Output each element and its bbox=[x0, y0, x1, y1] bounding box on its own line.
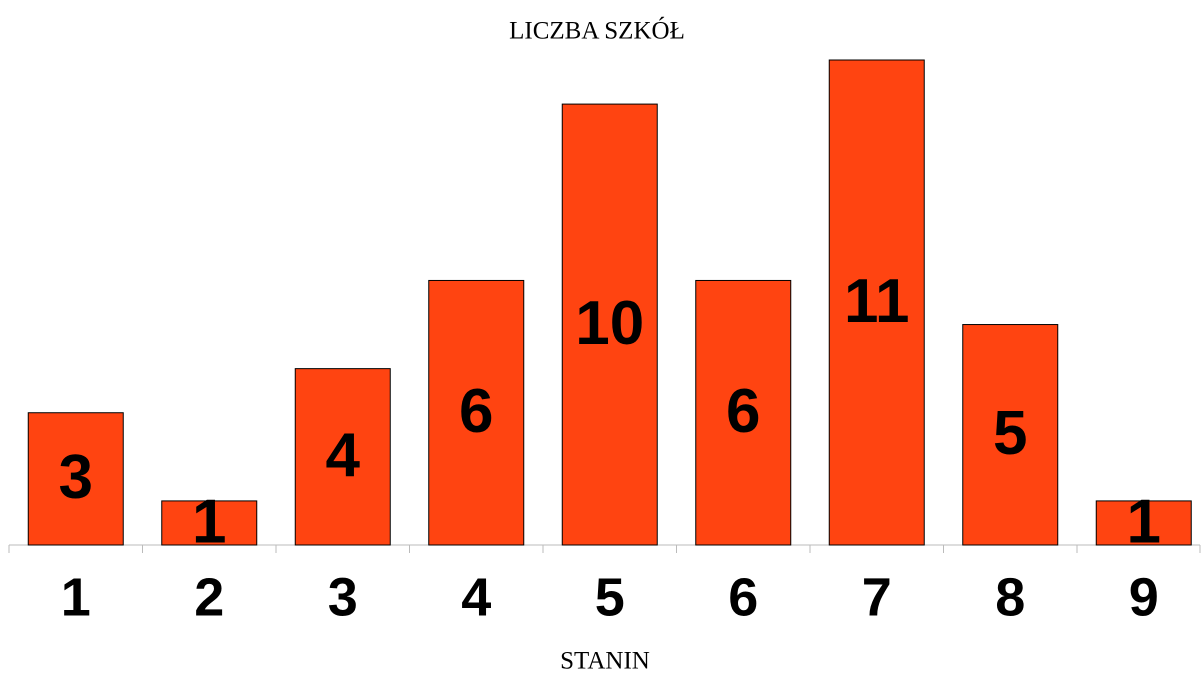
data-label: 5 bbox=[993, 399, 1027, 468]
x-tick-label: 9 bbox=[1129, 567, 1159, 627]
data-label: 1 bbox=[192, 487, 226, 556]
bar bbox=[161, 500, 258, 546]
data-label: 6 bbox=[459, 377, 493, 446]
bar bbox=[1095, 500, 1192, 546]
bar bbox=[962, 324, 1059, 546]
data-label: 1 bbox=[1127, 487, 1161, 556]
x-tick-label: 1 bbox=[61, 567, 91, 627]
bar bbox=[27, 412, 124, 546]
x-tick-label: 7 bbox=[862, 567, 892, 627]
x-axis-label: STANIN bbox=[560, 648, 650, 675]
data-label: 10 bbox=[575, 289, 644, 358]
x-tick-label: 4 bbox=[461, 567, 491, 627]
bar bbox=[294, 368, 391, 546]
x-tick-label: 5 bbox=[595, 567, 625, 627]
data-label: 4 bbox=[326, 421, 361, 490]
data-label: 3 bbox=[59, 443, 93, 512]
bar bbox=[561, 103, 658, 546]
bar bbox=[828, 59, 925, 546]
x-tick-label: 2 bbox=[194, 567, 224, 627]
chart-title: LICZBA SZKÓŁ bbox=[509, 17, 685, 45]
x-tick-label: 3 bbox=[328, 567, 358, 627]
x-tick-label: 6 bbox=[728, 567, 758, 627]
bar bbox=[428, 279, 525, 546]
data-label: 6 bbox=[726, 377, 760, 446]
data-label: 11 bbox=[844, 267, 910, 336]
bar bbox=[695, 279, 792, 546]
x-tick-label: 8 bbox=[995, 567, 1025, 627]
